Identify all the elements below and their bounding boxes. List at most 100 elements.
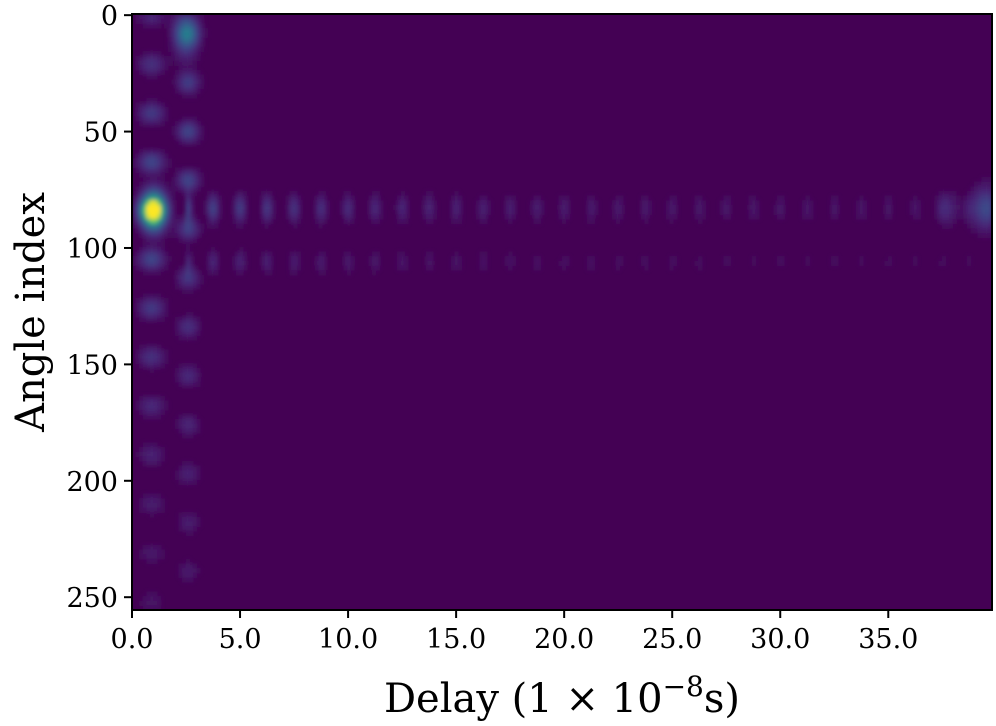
heat-cell	[139, 55, 144, 62]
heat-cell	[189, 172, 194, 178]
heat-cell	[135, 209, 140, 215]
heat-cell	[157, 14, 162, 20]
heat-cell	[142, 498, 147, 504]
heat-cell	[157, 395, 162, 402]
heat-cell	[142, 600, 147, 606]
heat-cell	[142, 149, 147, 155]
heat-cell	[286, 209, 291, 215]
heat-cell	[941, 223, 947, 229]
heat-cell	[157, 176, 162, 183]
heat-cell	[192, 18, 198, 24]
heat-cell	[178, 125, 183, 132]
heat-cell	[669, 200, 674, 206]
heat-cell	[235, 265, 241, 271]
heat-cell	[615, 214, 620, 220]
heat-cell	[157, 60, 162, 66]
heat-cell	[612, 200, 617, 206]
heat-cell	[185, 372, 190, 378]
heat-cell	[178, 88, 183, 94]
heat-cell	[171, 27, 176, 34]
heat-cell	[142, 14, 147, 20]
heat-cell	[171, 204, 176, 211]
heat-cell	[142, 447, 147, 453]
heat-cell	[802, 214, 807, 220]
heat-cell	[135, 190, 140, 197]
heat-cell	[777, 256, 782, 262]
heat-cell	[207, 251, 212, 257]
heat-cell	[149, 232, 155, 239]
heat-cell	[200, 74, 205, 80]
heat-cell	[913, 204, 918, 211]
heat-cell	[185, 521, 190, 527]
heat-cell	[214, 270, 219, 276]
heat-cell	[185, 251, 190, 257]
heat-cell	[149, 149, 155, 155]
heat-cell	[210, 195, 216, 201]
heat-cell	[318, 260, 323, 267]
heat-cell	[293, 214, 298, 220]
heat-cell	[723, 214, 728, 220]
heat-cell	[397, 256, 402, 262]
heat-cell	[397, 195, 402, 201]
heat-cell	[149, 153, 155, 159]
heat-cell	[210, 218, 216, 225]
heat-cell	[153, 405, 158, 411]
heat-cell	[189, 209, 194, 215]
heat-cell	[182, 479, 187, 485]
heat-cell	[977, 195, 982, 201]
heat-cell	[139, 298, 144, 304]
heat-cell	[422, 209, 427, 215]
heat-cell	[372, 209, 377, 215]
heat-cell	[726, 209, 732, 215]
heat-cell	[164, 111, 169, 118]
heat-cell	[149, 256, 155, 262]
heat-cell	[243, 209, 248, 215]
heat-cell	[318, 251, 323, 257]
heat-cell	[802, 200, 807, 206]
heat-cell	[185, 46, 190, 52]
heat-cell	[425, 218, 431, 225]
heat-cell	[171, 214, 176, 220]
heat-cell	[235, 256, 241, 262]
heat-cell	[956, 214, 961, 220]
heat-cell	[830, 209, 835, 215]
heat-cell	[185, 176, 190, 183]
heat-cell	[146, 65, 151, 71]
heat-cell	[142, 55, 147, 62]
heat-cell	[182, 65, 187, 71]
heat-cell	[318, 214, 323, 220]
heat-cell	[185, 246, 190, 253]
heat-cell	[949, 218, 954, 225]
heat-cell	[175, 181, 180, 187]
heat-cell	[343, 200, 348, 206]
heat-cell	[185, 18, 190, 24]
heat-cell	[210, 223, 216, 229]
heat-cell	[196, 167, 201, 173]
heat-cell	[565, 260, 570, 267]
heat-cell	[289, 265, 294, 271]
heat-cell	[529, 209, 534, 215]
heat-cell	[139, 498, 144, 504]
heat-cell	[321, 200, 327, 206]
heat-cell	[755, 209, 760, 215]
heat-cell	[425, 260, 431, 267]
heat-cell	[178, 121, 183, 127]
heat-cell	[594, 200, 599, 206]
heat-cell	[751, 256, 757, 262]
heat-cell	[185, 83, 190, 90]
heat-cell	[171, 190, 176, 197]
heat-cell	[956, 204, 961, 211]
heat-cell	[913, 209, 918, 215]
heat-cell	[153, 74, 158, 80]
heat-cell	[182, 130, 187, 136]
heat-cell	[203, 204, 208, 211]
heat-cell	[185, 41, 190, 48]
heat-cell	[185, 526, 190, 532]
heat-cell	[375, 200, 380, 206]
heat-cell	[139, 395, 144, 402]
heat-cell	[139, 349, 144, 355]
heat-cell	[372, 190, 377, 197]
heat-cell	[132, 158, 137, 164]
heat-cell	[325, 214, 330, 220]
heat-cell	[192, 116, 198, 122]
